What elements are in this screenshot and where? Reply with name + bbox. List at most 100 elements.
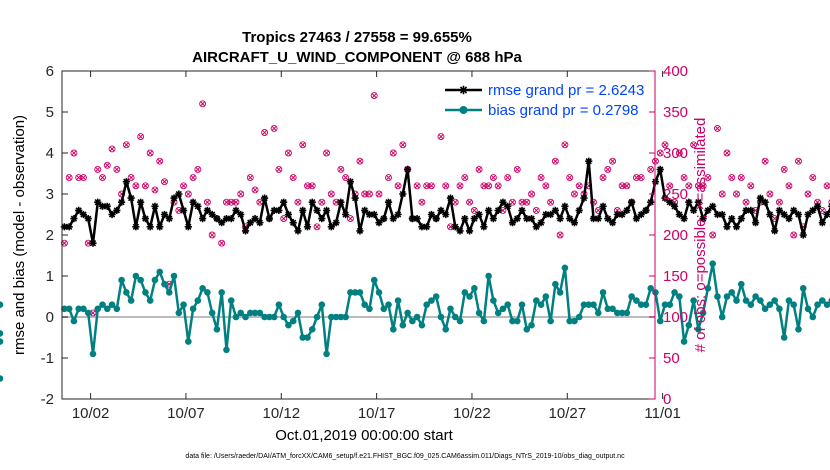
bias-point [771, 297, 778, 304]
rmse-point [213, 215, 221, 223]
obs-assimilated-point [514, 166, 520, 172]
obs-possible-point [599, 174, 607, 182]
plot-area [62, 71, 655, 399]
rmse-point [661, 194, 669, 202]
bias-point [671, 289, 678, 296]
bias-point [318, 301, 326, 309]
bias-point [275, 301, 283, 309]
obs-possible-point [184, 190, 192, 198]
obs-assimilated-point [729, 175, 735, 181]
rmse-point [728, 215, 736, 223]
obs-possible-point [313, 223, 321, 231]
rmse-point [265, 215, 273, 223]
bias-point [337, 313, 345, 321]
obs-assimilated-point [428, 183, 434, 189]
bias-point [533, 297, 540, 304]
obs-assimilated-point [610, 158, 616, 164]
bias-point [423, 301, 430, 309]
legend-bias-marker [459, 106, 468, 114]
bias-point [456, 317, 464, 325]
obs-possible-point [146, 149, 154, 157]
bias-point [289, 317, 297, 325]
bias-point [127, 297, 135, 304]
bias-point [213, 326, 221, 333]
obs-assimilated-point [686, 183, 692, 189]
rmse-point [637, 210, 645, 219]
bias-point [270, 313, 278, 321]
rmse-point [375, 219, 383, 227]
bias-point [194, 297, 202, 304]
bias-point [661, 301, 669, 309]
y-tick-label-right: 300 [663, 145, 688, 162]
y-tick-label-right: 0 [663, 391, 671, 408]
rmse-point [260, 194, 269, 202]
bias-point [528, 321, 535, 329]
rmse-point [418, 223, 426, 231]
rmse-point [342, 210, 350, 219]
rmse-point [218, 219, 226, 227]
obs-possible-point [80, 174, 87, 182]
obs-assimilated-point [247, 175, 253, 181]
obs-possible-point [504, 174, 512, 182]
obs-possible-point [632, 174, 640, 182]
rmse-point [308, 198, 316, 206]
obs-assimilated-point [695, 183, 701, 189]
rmse-point [504, 202, 512, 210]
bias-point [542, 293, 550, 300]
rmse-point [179, 206, 188, 214]
obs-possible-point [690, 141, 698, 149]
obs-possible-point [485, 182, 493, 190]
obs-possible-point [723, 149, 731, 157]
y-tick-label-left: 0 [46, 309, 54, 326]
rmse-point [527, 215, 536, 223]
obs-possible-point [823, 182, 830, 190]
obs-possible-point [427, 182, 435, 190]
obs-assimilated-point [814, 199, 821, 205]
bias-point [89, 350, 97, 358]
obs-possible-point [423, 182, 431, 190]
rmse-point [485, 206, 493, 214]
obs-possible-point [647, 165, 655, 173]
bias-point [537, 301, 545, 309]
bias-point [590, 301, 597, 309]
bias-point [485, 272, 492, 280]
x-tick-label: 10/12 [263, 405, 301, 422]
rmse-point [709, 202, 717, 210]
obs-assimilated-point [395, 183, 401, 189]
obs-possible-point [232, 198, 240, 206]
obs-possible-point [609, 157, 617, 165]
rmse-point [232, 206, 240, 214]
rmse-point [117, 198, 126, 206]
obs-assimilated-point [152, 187, 158, 193]
obs-assimilated-point [528, 191, 535, 197]
legend: rmse grand pr = 2.6243 bias grand pr = 0… [441, 77, 648, 122]
bias-point [428, 297, 435, 304]
bias-point [404, 309, 411, 317]
obs-assimilated-point [190, 175, 196, 181]
rmse-point [699, 215, 707, 223]
rmse-point [670, 202, 679, 210]
obs-assimilated-point [571, 191, 577, 197]
obs-assimilated-point [457, 183, 463, 189]
obs-possible-point [399, 141, 407, 149]
obs-assimilated-point [638, 175, 644, 181]
obs-possible-point [194, 165, 202, 173]
obs-possible-point [775, 198, 783, 206]
bias-point [790, 301, 798, 309]
obs-possible-point [766, 190, 774, 198]
bias-point [399, 321, 407, 329]
rmse-point [508, 219, 517, 227]
obs-assimilated-point [138, 134, 144, 140]
obs-assimilated-point [600, 175, 606, 181]
bias-point [170, 272, 178, 280]
bias-point [313, 313, 321, 321]
bias-point [714, 293, 721, 300]
obs-assimilated-point [209, 232, 215, 238]
bias-point [413, 313, 421, 321]
rmse-point [690, 206, 698, 214]
rmse-point [523, 215, 531, 223]
bias-point [819, 297, 826, 304]
rmse-point [790, 206, 798, 214]
obs-possible-point [666, 182, 674, 190]
